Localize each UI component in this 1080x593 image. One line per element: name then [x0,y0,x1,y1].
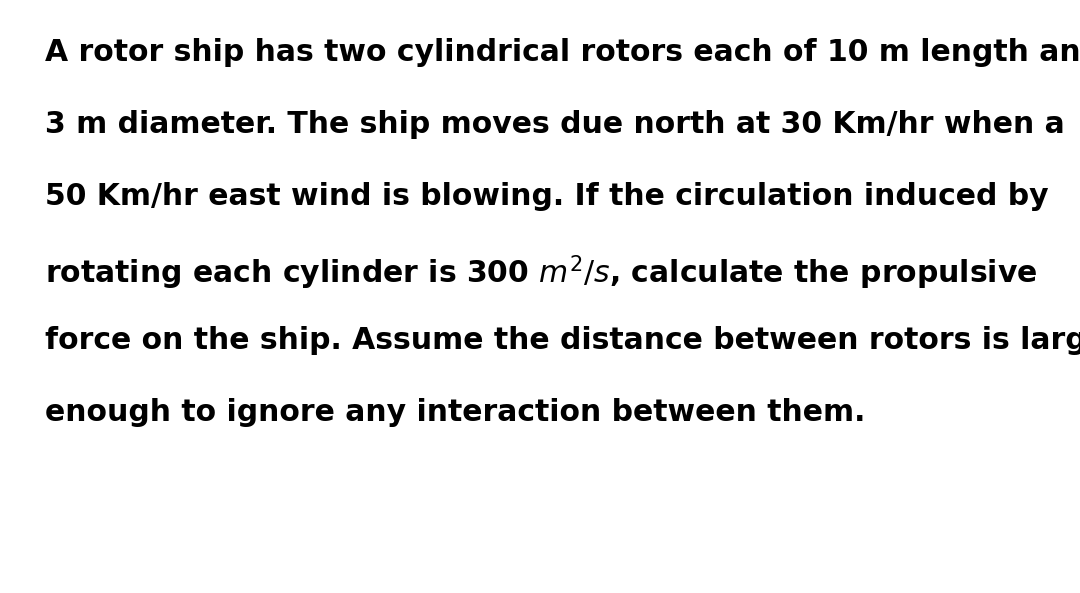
Text: 50 Km/hr east wind is blowing. If the circulation induced by: 50 Km/hr east wind is blowing. If the ci… [45,182,1049,211]
Text: rotating each cylinder is 300 $m^2/s$, calculate the propulsive: rotating each cylinder is 300 $m^2/s$, c… [45,254,1038,292]
Text: A rotor ship has two cylindrical rotors each of 10 m length and: A rotor ship has two cylindrical rotors … [45,38,1080,67]
Text: force on the ship. Assume the distance between rotors is large: force on the ship. Assume the distance b… [45,326,1080,355]
Text: 3 m diameter. The ship moves due north at 30 Km/hr when a: 3 m diameter. The ship moves due north a… [45,110,1065,139]
Text: enough to ignore any interaction between them.: enough to ignore any interaction between… [45,398,865,427]
